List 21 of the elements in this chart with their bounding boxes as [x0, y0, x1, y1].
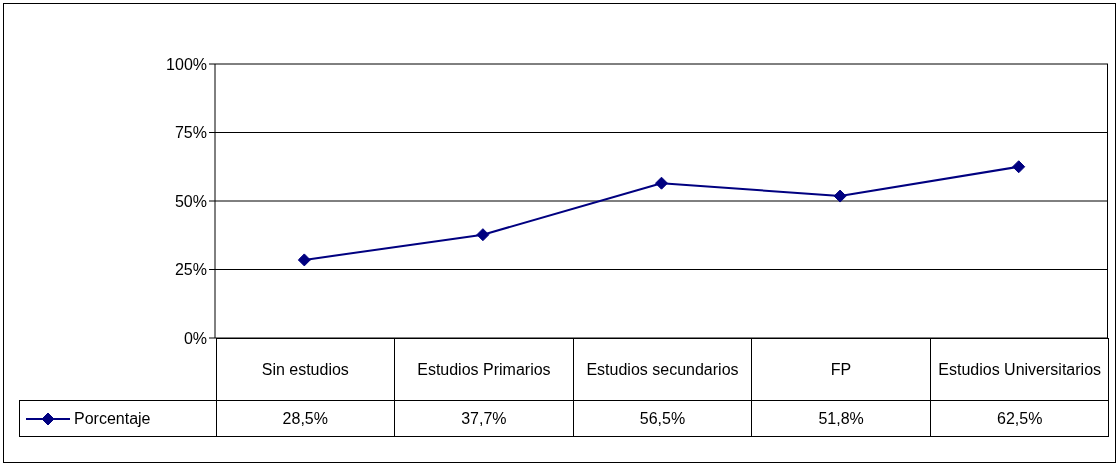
data-label: 62,5%: [930, 400, 1109, 437]
x-tick-label: Estudios Primarios: [394, 338, 574, 401]
point: [476, 228, 490, 242]
y-tick-label: 100%: [166, 55, 207, 73]
y-tick-label: 25%: [174, 261, 207, 279]
y-tick-label: 0%: [183, 329, 207, 347]
point: [1012, 160, 1026, 174]
data-label: 37,7%: [394, 400, 574, 437]
x-tick-label: FP: [751, 338, 931, 401]
point: [297, 253, 311, 267]
point: [655, 176, 668, 190]
data-label: 28,5%: [216, 400, 395, 437]
data-label: 56,5%: [573, 400, 752, 437]
x-tick-label: Estudios Universitarios: [930, 338, 1109, 401]
x-tick-label: Estudios secundarios: [573, 338, 752, 401]
y-tick-label: 75%: [174, 124, 207, 142]
point: [833, 189, 847, 203]
legend-label: Porcentaje: [19, 400, 216, 437]
x-tick-label: Sin estudios: [216, 338, 395, 401]
data-label: 51,8%: [751, 400, 931, 437]
y-tick-label: 50%: [174, 192, 207, 210]
